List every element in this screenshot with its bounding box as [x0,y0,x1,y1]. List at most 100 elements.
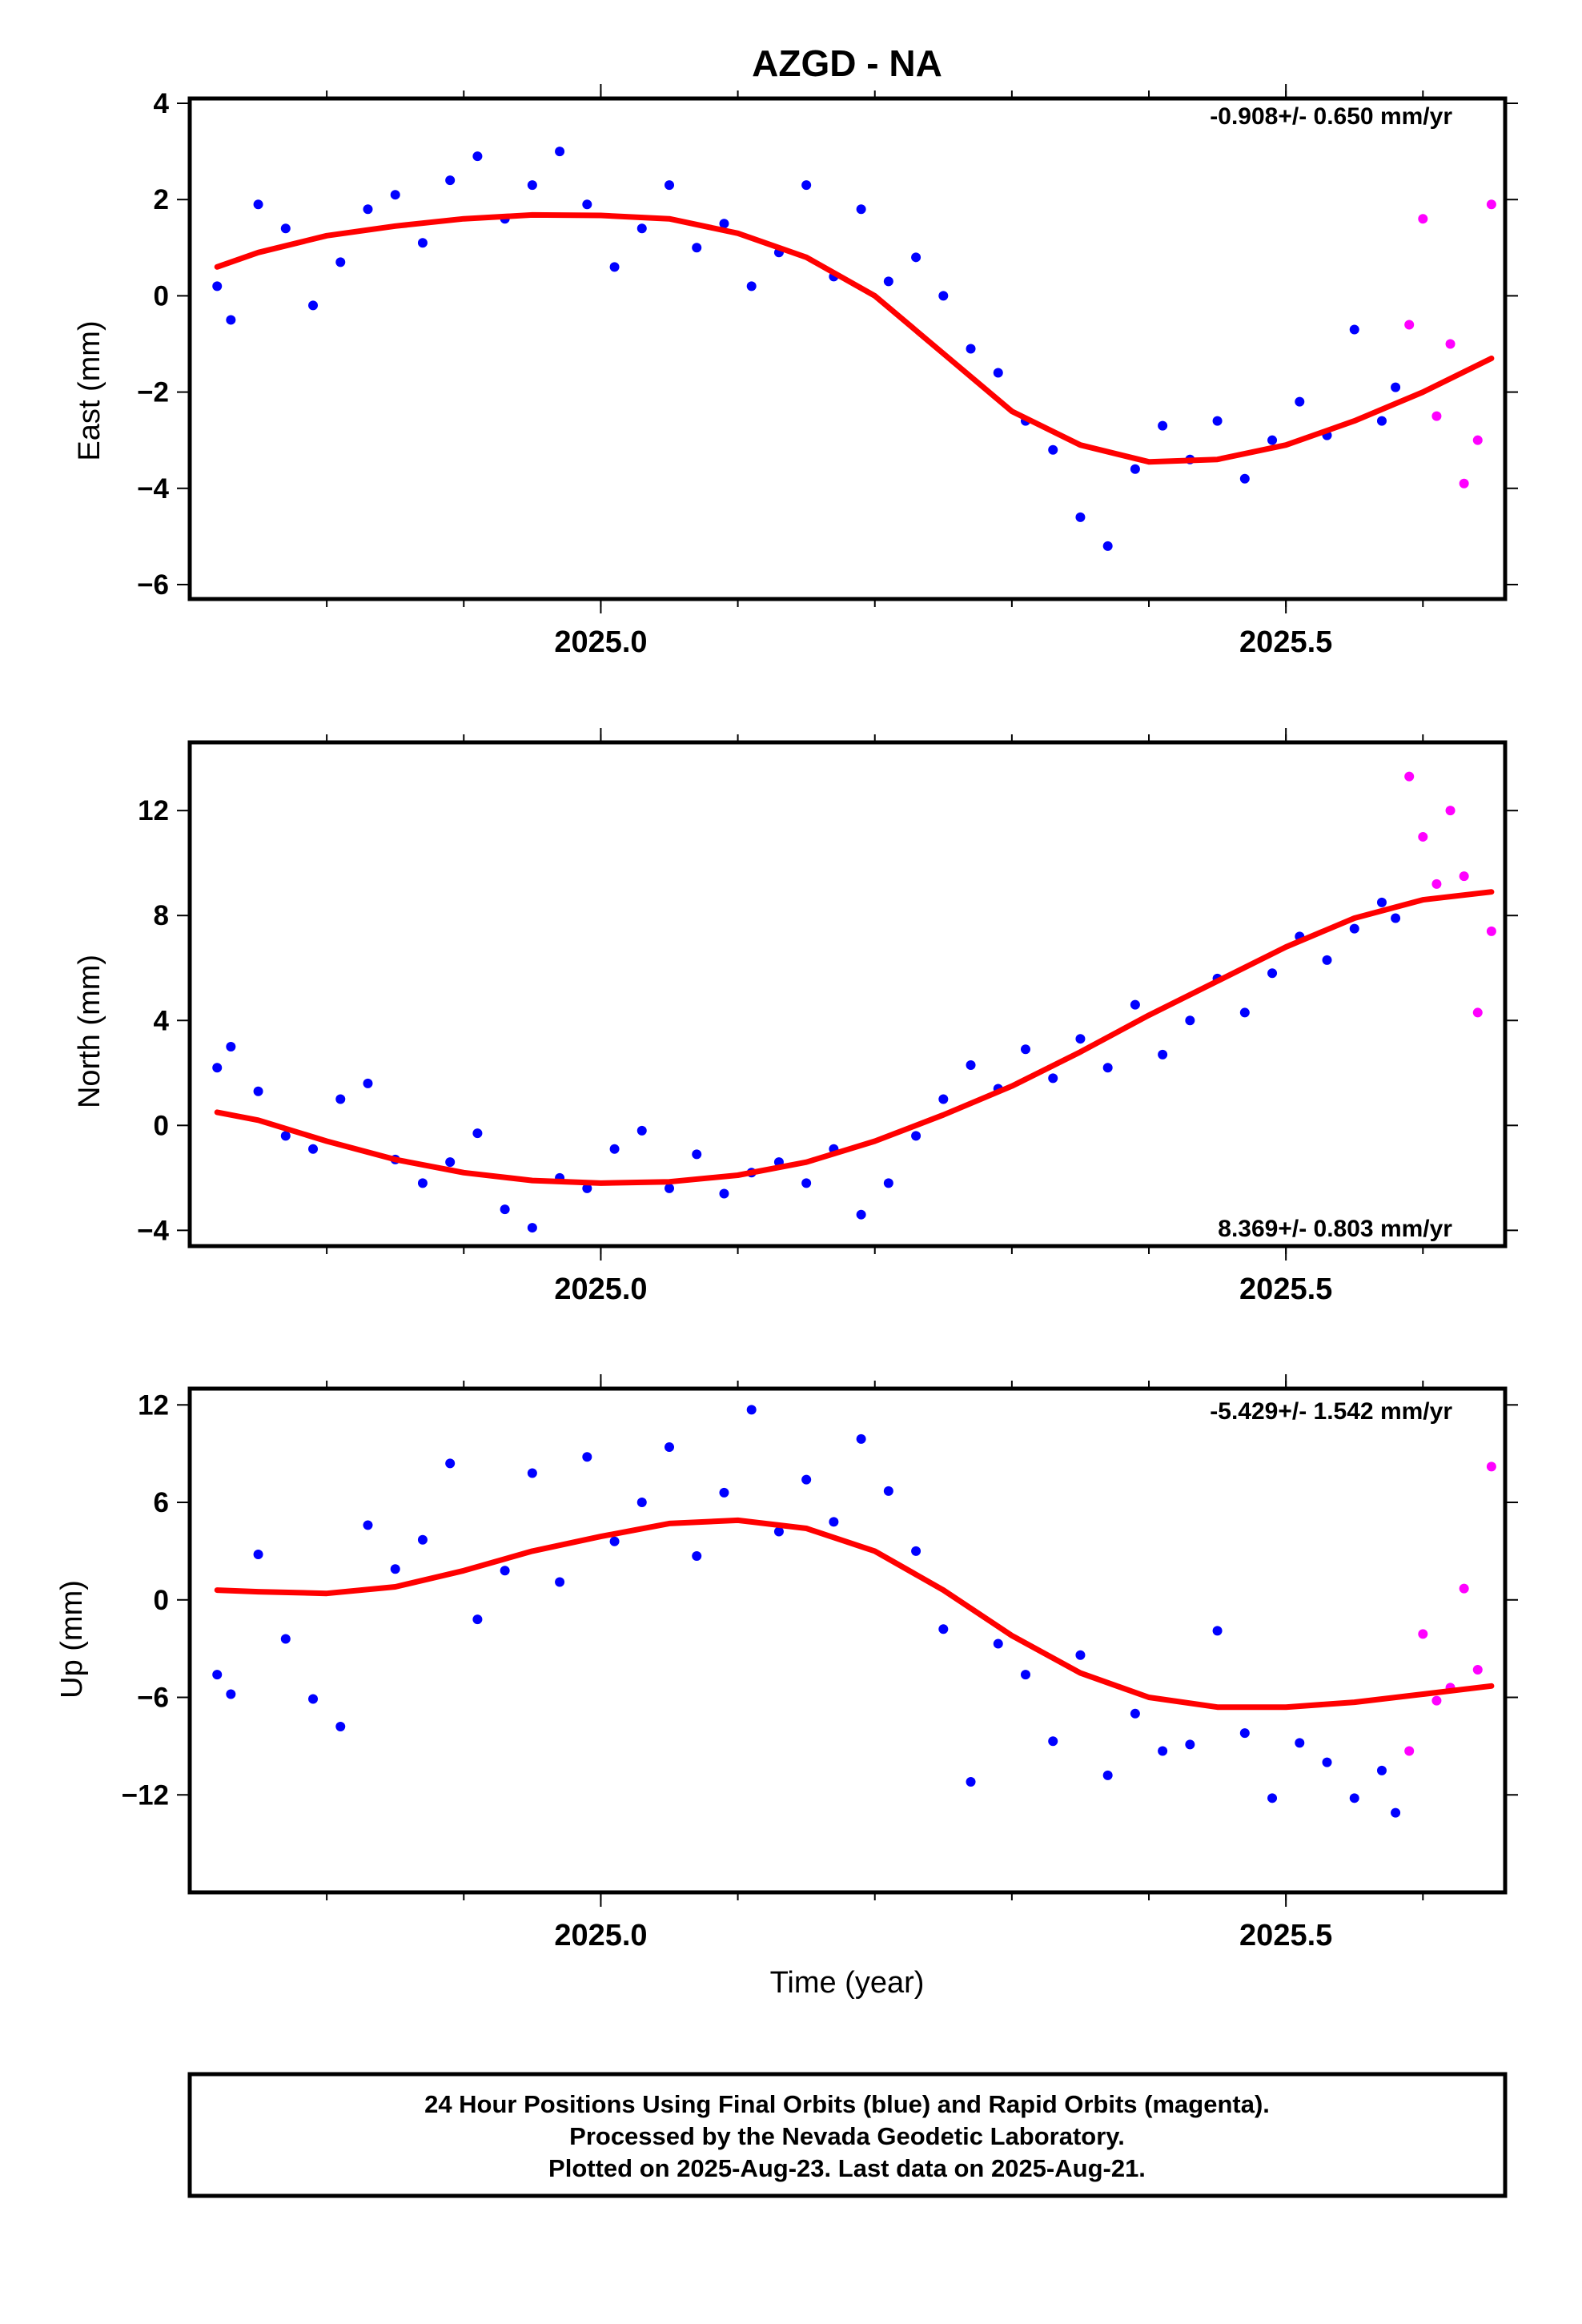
final-orbit-point-up [253,1549,263,1559]
final-orbit-point-north [636,1125,647,1136]
rate-annotation-east: -0.908+/- 0.650 mm/yr [1210,103,1452,130]
final-orbit-point-up [829,1517,839,1527]
y-tick-label-north: 8 [154,900,169,931]
final-orbit-point-up [801,1474,812,1485]
final-orbit-point-north [280,1131,291,1141]
final-orbit-point-up [966,1777,976,1787]
y-axis-label-up: Up (mm) [55,1580,89,1699]
rapid-orbit-point-north [1404,771,1415,782]
final-orbit-point-north [1349,923,1359,934]
plot-area-up: 2025.0 2025.5 −12 −6 0 6 12 [122,1374,1518,1952]
final-orbit-point-up [555,1577,565,1587]
final-orbit-point-east [1048,444,1058,455]
final-orbit-point-up [993,1638,1003,1649]
final-orbit-point-north [1020,1044,1030,1055]
final-orbit-point-north [363,1078,373,1088]
final-orbit-point-east [636,223,647,234]
final-orbit-point-north [417,1178,428,1188]
final-orbit-point-east [856,204,866,215]
final-orbit-point-north [883,1178,893,1188]
final-orbit-point-up [1391,1807,1401,1818]
final-orbit-point-east [582,199,592,210]
final-orbit-point-north [1322,955,1332,965]
final-orbit-point-north [938,1094,949,1104]
y-tick-label-east: 4 [154,88,170,119]
final-orbit-point-north [719,1188,729,1199]
final-orbit-point-north [1048,1073,1058,1084]
y-tick-label-up: 12 [138,1389,169,1421]
footer-line-3: Plotted on 2025-Aug-23. Last data on 202… [548,2154,1146,2182]
final-orbit-point-up [1158,1746,1168,1756]
final-orbit-point-up [1048,1736,1058,1747]
y-tick-label-east: −6 [137,569,169,601]
final-orbit-point-east [527,180,537,191]
final-orbit-point-north [1267,968,1278,979]
final-orbit-point-east [1391,382,1401,392]
final-orbit-point-east [445,175,456,186]
final-orbit-point-up [856,1433,866,1444]
final-orbit-point-up [212,1670,223,1680]
final-orbit-point-east [363,204,373,215]
final-orbit-point-up [719,1487,729,1498]
final-orbit-point-up [665,1442,675,1453]
final-orbit-point-up [1185,1739,1195,1750]
footer-line-2: Processed by the Nevada Geodetic Laborat… [569,2122,1125,2150]
y-tick-label-up: −6 [137,1683,169,1714]
rapid-orbit-point-north [1445,806,1456,816]
final-orbit-point-east [555,147,565,157]
chart-title: AZGD - NA [752,42,942,84]
x-tick-label-east: 2025.5 [1239,625,1332,659]
final-orbit-point-north [911,1131,921,1141]
final-orbit-point-east [253,199,263,210]
final-orbit-point-east [417,238,428,248]
final-orbit-point-east [938,291,949,301]
fit-curve-up [214,1517,1495,1711]
final-orbit-point-up [390,1564,400,1574]
final-orbit-point-up [1020,1670,1030,1680]
final-orbit-point-east [1349,324,1359,335]
rapid-orbit-point-up [1431,1695,1442,1706]
final-orbit-point-up [746,1405,757,1415]
final-orbit-point-north [1075,1034,1086,1044]
final-orbit-point-east [993,368,1003,378]
x-tick-label-up: 2025.5 [1239,1919,1332,1952]
y-tick-label-east: −2 [137,377,169,408]
rapid-orbit-point-up [1459,1583,1469,1594]
final-orbit-point-up [363,1520,373,1530]
final-orbit-point-north [527,1223,537,1233]
final-orbit-point-north [801,1178,812,1188]
final-orbit-point-east [719,219,729,229]
final-orbit-point-up [883,1486,893,1496]
final-orbit-point-up [773,1526,784,1537]
plot-frame-east [187,96,1508,601]
rapid-orbit-point-up [1486,1462,1496,1472]
y-tick-label-north: 12 [138,795,169,826]
final-orbit-point-north [1130,999,1140,1010]
final-orbit-point-north [308,1144,319,1154]
rapid-orbit-point-up [1404,1746,1415,1756]
final-orbit-point-east [746,281,757,292]
final-orbit-point-north [1391,913,1401,923]
final-orbit-point-east [911,252,921,263]
final-orbit-point-east [966,344,976,354]
final-orbit-point-north [856,1209,866,1220]
final-orbit-point-east [1376,416,1387,426]
rapid-orbit-point-east [1404,320,1415,330]
y-tick-label-east: −4 [137,473,169,505]
final-orbit-point-up [636,1498,647,1508]
final-orbit-point-up [1102,1770,1113,1780]
rapid-orbit-point-north [1459,871,1469,882]
final-orbit-point-east [1075,512,1086,522]
final-orbit-point-north [692,1149,702,1160]
panel-up: Up (mm) -5.429+/- 1.542 mm/yr 2025.0 2025… [55,1374,1518,1952]
final-orbit-point-east [1212,416,1223,426]
final-orbit-point-north [212,1063,223,1073]
final-orbit-point-east [280,223,291,234]
final-orbit-point-up [417,1534,428,1545]
y-tick-label-up: −12 [122,1779,169,1811]
final-orbit-point-east [335,257,346,267]
rapid-orbit-point-east [1445,339,1456,349]
final-orbit-point-east [1267,435,1278,445]
final-orbit-point-up [472,1614,483,1625]
final-orbit-point-up [1130,1708,1140,1719]
